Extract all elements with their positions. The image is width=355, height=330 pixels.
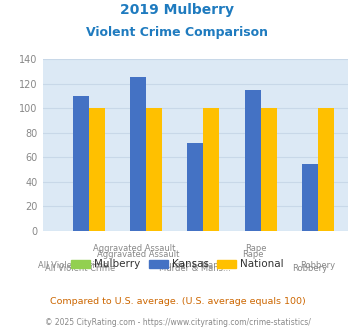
Text: Aggravated Assault: Aggravated Assault	[97, 250, 179, 259]
Bar	[318, 109, 334, 231]
Bar	[261, 109, 277, 231]
Bar	[302, 164, 318, 231]
Text: Violent Crime Comparison: Violent Crime Comparison	[87, 26, 268, 39]
Text: Murder & Mans...: Murder & Mans...	[159, 261, 231, 270]
Bar	[187, 143, 203, 231]
Text: Compared to U.S. average. (U.S. average equals 100): Compared to U.S. average. (U.S. average …	[50, 297, 305, 306]
Text: Murder & Mans...: Murder & Mans...	[159, 264, 231, 273]
Text: Robbery: Robbery	[293, 264, 328, 273]
Text: Robbery: Robbery	[300, 261, 335, 270]
Text: 2019 Mulberry: 2019 Mulberry	[120, 3, 235, 17]
Text: Rape: Rape	[246, 244, 267, 253]
Bar	[146, 109, 162, 231]
Bar	[72, 96, 89, 231]
Text: All Violent Crime: All Violent Crime	[38, 261, 108, 270]
Bar	[245, 90, 261, 231]
Text: All Violent Crime: All Violent Crime	[45, 264, 116, 273]
Text: Aggravated Assault: Aggravated Assault	[93, 244, 175, 253]
Bar	[203, 109, 219, 231]
Legend: Mulberry, Kansas, National: Mulberry, Kansas, National	[67, 255, 288, 274]
Text: Rape: Rape	[242, 250, 263, 259]
Bar	[89, 109, 105, 231]
Text: © 2025 CityRating.com - https://www.cityrating.com/crime-statistics/: © 2025 CityRating.com - https://www.city…	[45, 318, 310, 327]
Bar	[130, 77, 146, 231]
